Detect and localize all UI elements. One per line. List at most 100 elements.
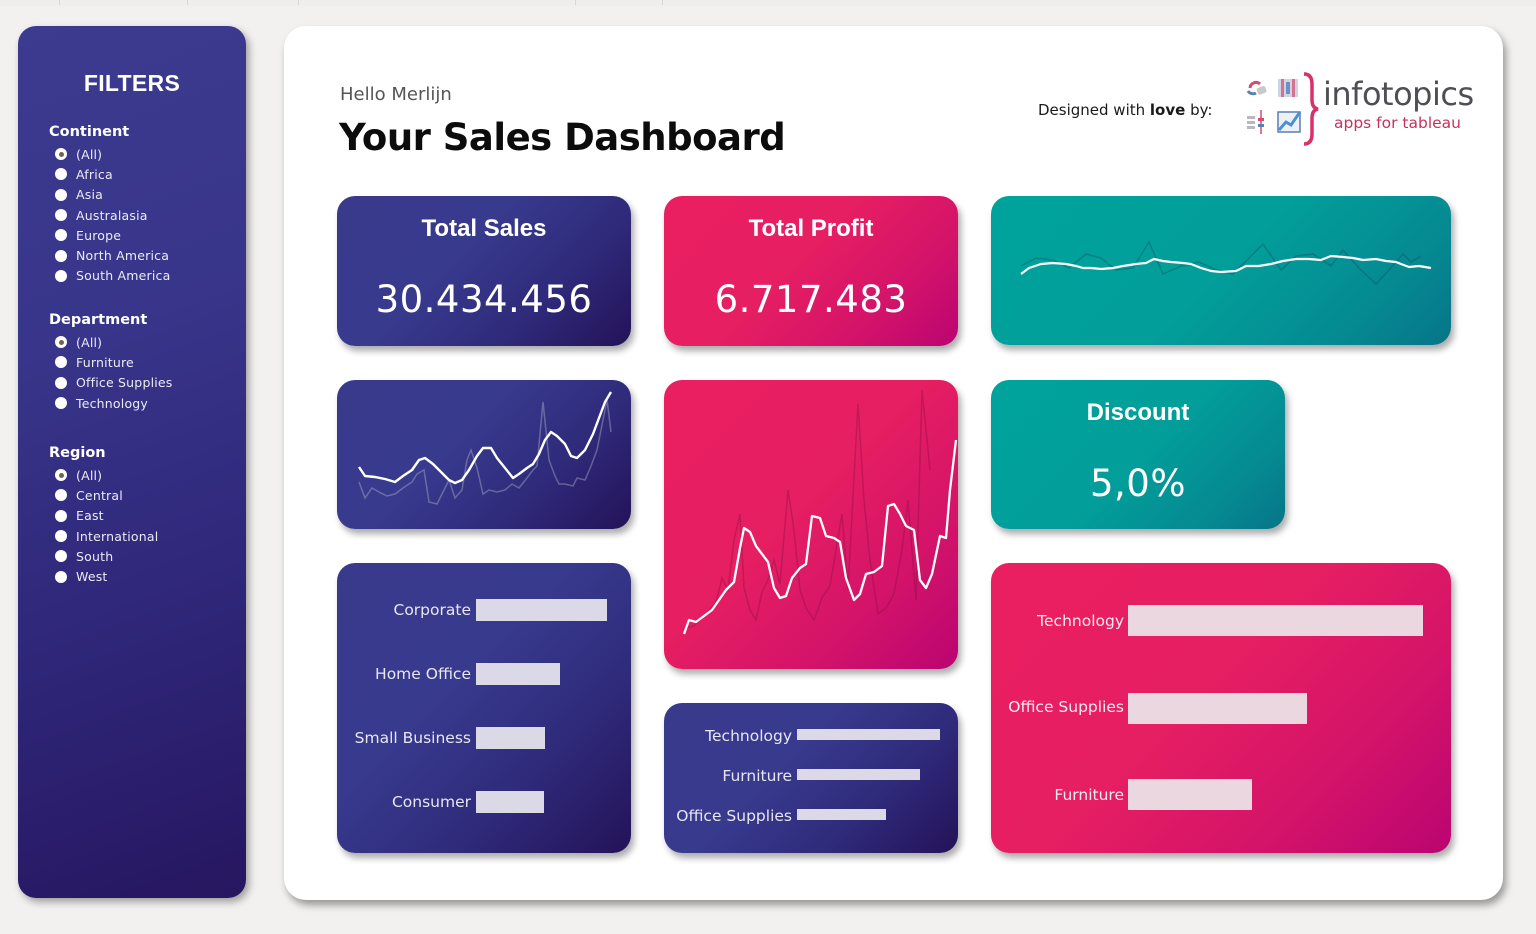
logo-tagline: apps for tableau (1334, 114, 1461, 132)
bar-label: Office Supplies (676, 807, 792, 825)
kpi-value: 30.434.456 (375, 278, 593, 321)
credit-emphasis: love (1149, 101, 1186, 119)
department-sales-bar-chart[interactable]: Technology Furniture Office Supplies (664, 703, 958, 853)
bar-label: Office Supplies (1008, 698, 1124, 716)
bar[interactable] (476, 791, 544, 813)
radio-option-all[interactable]: (All) (49, 332, 173, 352)
radio-label: Africa (76, 166, 113, 182)
kpi-value: 5,0% (1090, 462, 1186, 505)
radio-label: Asia (76, 187, 103, 203)
radio-icon[interactable] (55, 489, 67, 502)
radio-label: South (76, 548, 114, 564)
kpi-title: Discount (1086, 399, 1190, 426)
bar-label: Consumer (391, 793, 471, 811)
radio-label: Office Supplies (76, 375, 173, 391)
radio-option-east[interactable]: East (49, 506, 158, 526)
profit-sparkline[interactable] (664, 380, 958, 669)
bar-label: Technology (1037, 612, 1124, 630)
radio-icon[interactable] (55, 168, 67, 181)
radio-option-asia[interactable]: Asia (49, 185, 170, 205)
radio-option-west[interactable]: West (49, 566, 158, 586)
bar[interactable] (797, 729, 940, 740)
department-profit-bar-chart[interactable]: Technology Office Supplies Furniture (991, 563, 1451, 853)
bar-label: Corporate (393, 601, 472, 619)
discount-card[interactable]: Discount 5,0% (991, 380, 1285, 529)
tab-divider (298, 0, 299, 5)
tab-divider (662, 0, 663, 5)
radio-label: West (76, 569, 108, 585)
bar[interactable] (476, 727, 545, 749)
radio-icon[interactable] (55, 550, 67, 563)
radio-option-africa[interactable]: Africa (49, 164, 170, 184)
kpi-title: Total Sales (421, 215, 547, 242)
radio-icon[interactable] (55, 530, 67, 543)
credit-prefix: Designed with (1038, 101, 1150, 119)
logo-wordmark: infotopics (1323, 75, 1474, 113)
segment-bar-chart[interactable]: Corporate Home Office Small Business Con… (337, 563, 631, 853)
filter-heading: Continent (49, 124, 130, 140)
bar-label: Small Business (354, 729, 471, 747)
radio-option-office-supplies[interactable]: Office Supplies (49, 373, 173, 393)
filter-heading: Region (49, 445, 106, 461)
radio-option-central[interactable]: Central (49, 485, 158, 505)
radio-icon[interactable] (55, 376, 67, 389)
greeting-text: Hello Merlijn (340, 84, 452, 105)
radio-label: Europe (76, 227, 122, 243)
radio-icon[interactable] (55, 570, 67, 583)
bar[interactable] (476, 599, 607, 621)
radio-icon[interactable] (55, 397, 67, 410)
infotopics-logo[interactable]: infotopics apps for tableau (1244, 70, 1474, 150)
bar[interactable] (797, 809, 886, 820)
radio-icon[interactable] (55, 249, 67, 262)
bar-label: Home Office (375, 665, 471, 683)
radio-label: (All) (76, 334, 103, 350)
bar[interactable] (476, 663, 560, 685)
bar-label: Furniture (722, 767, 792, 785)
bar-label: Technology (705, 727, 792, 745)
radio-option-furniture[interactable]: Furniture (49, 352, 173, 372)
radio-label: South America (76, 268, 171, 284)
radio-label: East (76, 508, 104, 524)
bar[interactable] (1128, 779, 1252, 810)
radio-icon[interactable] (55, 229, 67, 242)
sales-trend-card[interactable] (337, 380, 631, 529)
filters-panel: FILTERS Continent (All) Africa Asia Aust… (18, 26, 246, 898)
radio-option-south[interactable]: South (49, 546, 158, 566)
bar[interactable] (1128, 605, 1423, 636)
discount-sparkline[interactable] (991, 196, 1451, 345)
top-toolbar-strip (0, 0, 1536, 6)
bar[interactable] (797, 769, 920, 780)
radio-label: (All) (76, 467, 103, 483)
sales-sparkline[interactable] (337, 380, 631, 529)
radio-label: Central (76, 487, 123, 503)
radio-icon[interactable] (55, 269, 67, 282)
radio-label: North America (76, 248, 170, 264)
radio-option-australasia[interactable]: Australasia (49, 205, 170, 225)
radio-label: Australasia (76, 207, 148, 223)
radio-icon[interactable] (55, 356, 67, 369)
tab-divider (575, 0, 576, 5)
radio-option-technology[interactable]: Technology (49, 393, 173, 413)
radio-icon[interactable] (55, 188, 67, 201)
radio-checked-icon[interactable] (55, 148, 67, 161)
radio-checked-icon[interactable] (55, 469, 67, 482)
radio-option-south-america[interactable]: South America (49, 266, 170, 286)
radio-checked-icon[interactable] (55, 336, 67, 349)
radio-icon[interactable] (55, 209, 67, 222)
radio-label: (All) (76, 146, 103, 162)
radio-option-north-america[interactable]: North America (49, 245, 170, 265)
total-profit-card[interactable]: Total Profit 6.717.483 (664, 196, 958, 346)
profit-trend-card[interactable] (664, 380, 958, 669)
radio-option-international[interactable]: International (49, 526, 158, 546)
radio-label: International (76, 528, 159, 544)
total-sales-card[interactable]: Total Sales 30.434.456 (337, 196, 631, 346)
kpi-title: Total Profit (748, 215, 874, 242)
bar[interactable] (1128, 693, 1307, 724)
radio-option-all[interactable]: (All) (49, 465, 158, 485)
discount-trend-card[interactable] (991, 196, 1451, 345)
radio-option-europe[interactable]: Europe (49, 225, 170, 245)
continent-filter: Continent (All) Africa Asia Australasia … (49, 124, 170, 286)
designer-credit: Designed with love by: (1038, 101, 1212, 119)
radio-icon[interactable] (55, 509, 67, 522)
radio-option-all[interactable]: (All) (49, 144, 170, 164)
